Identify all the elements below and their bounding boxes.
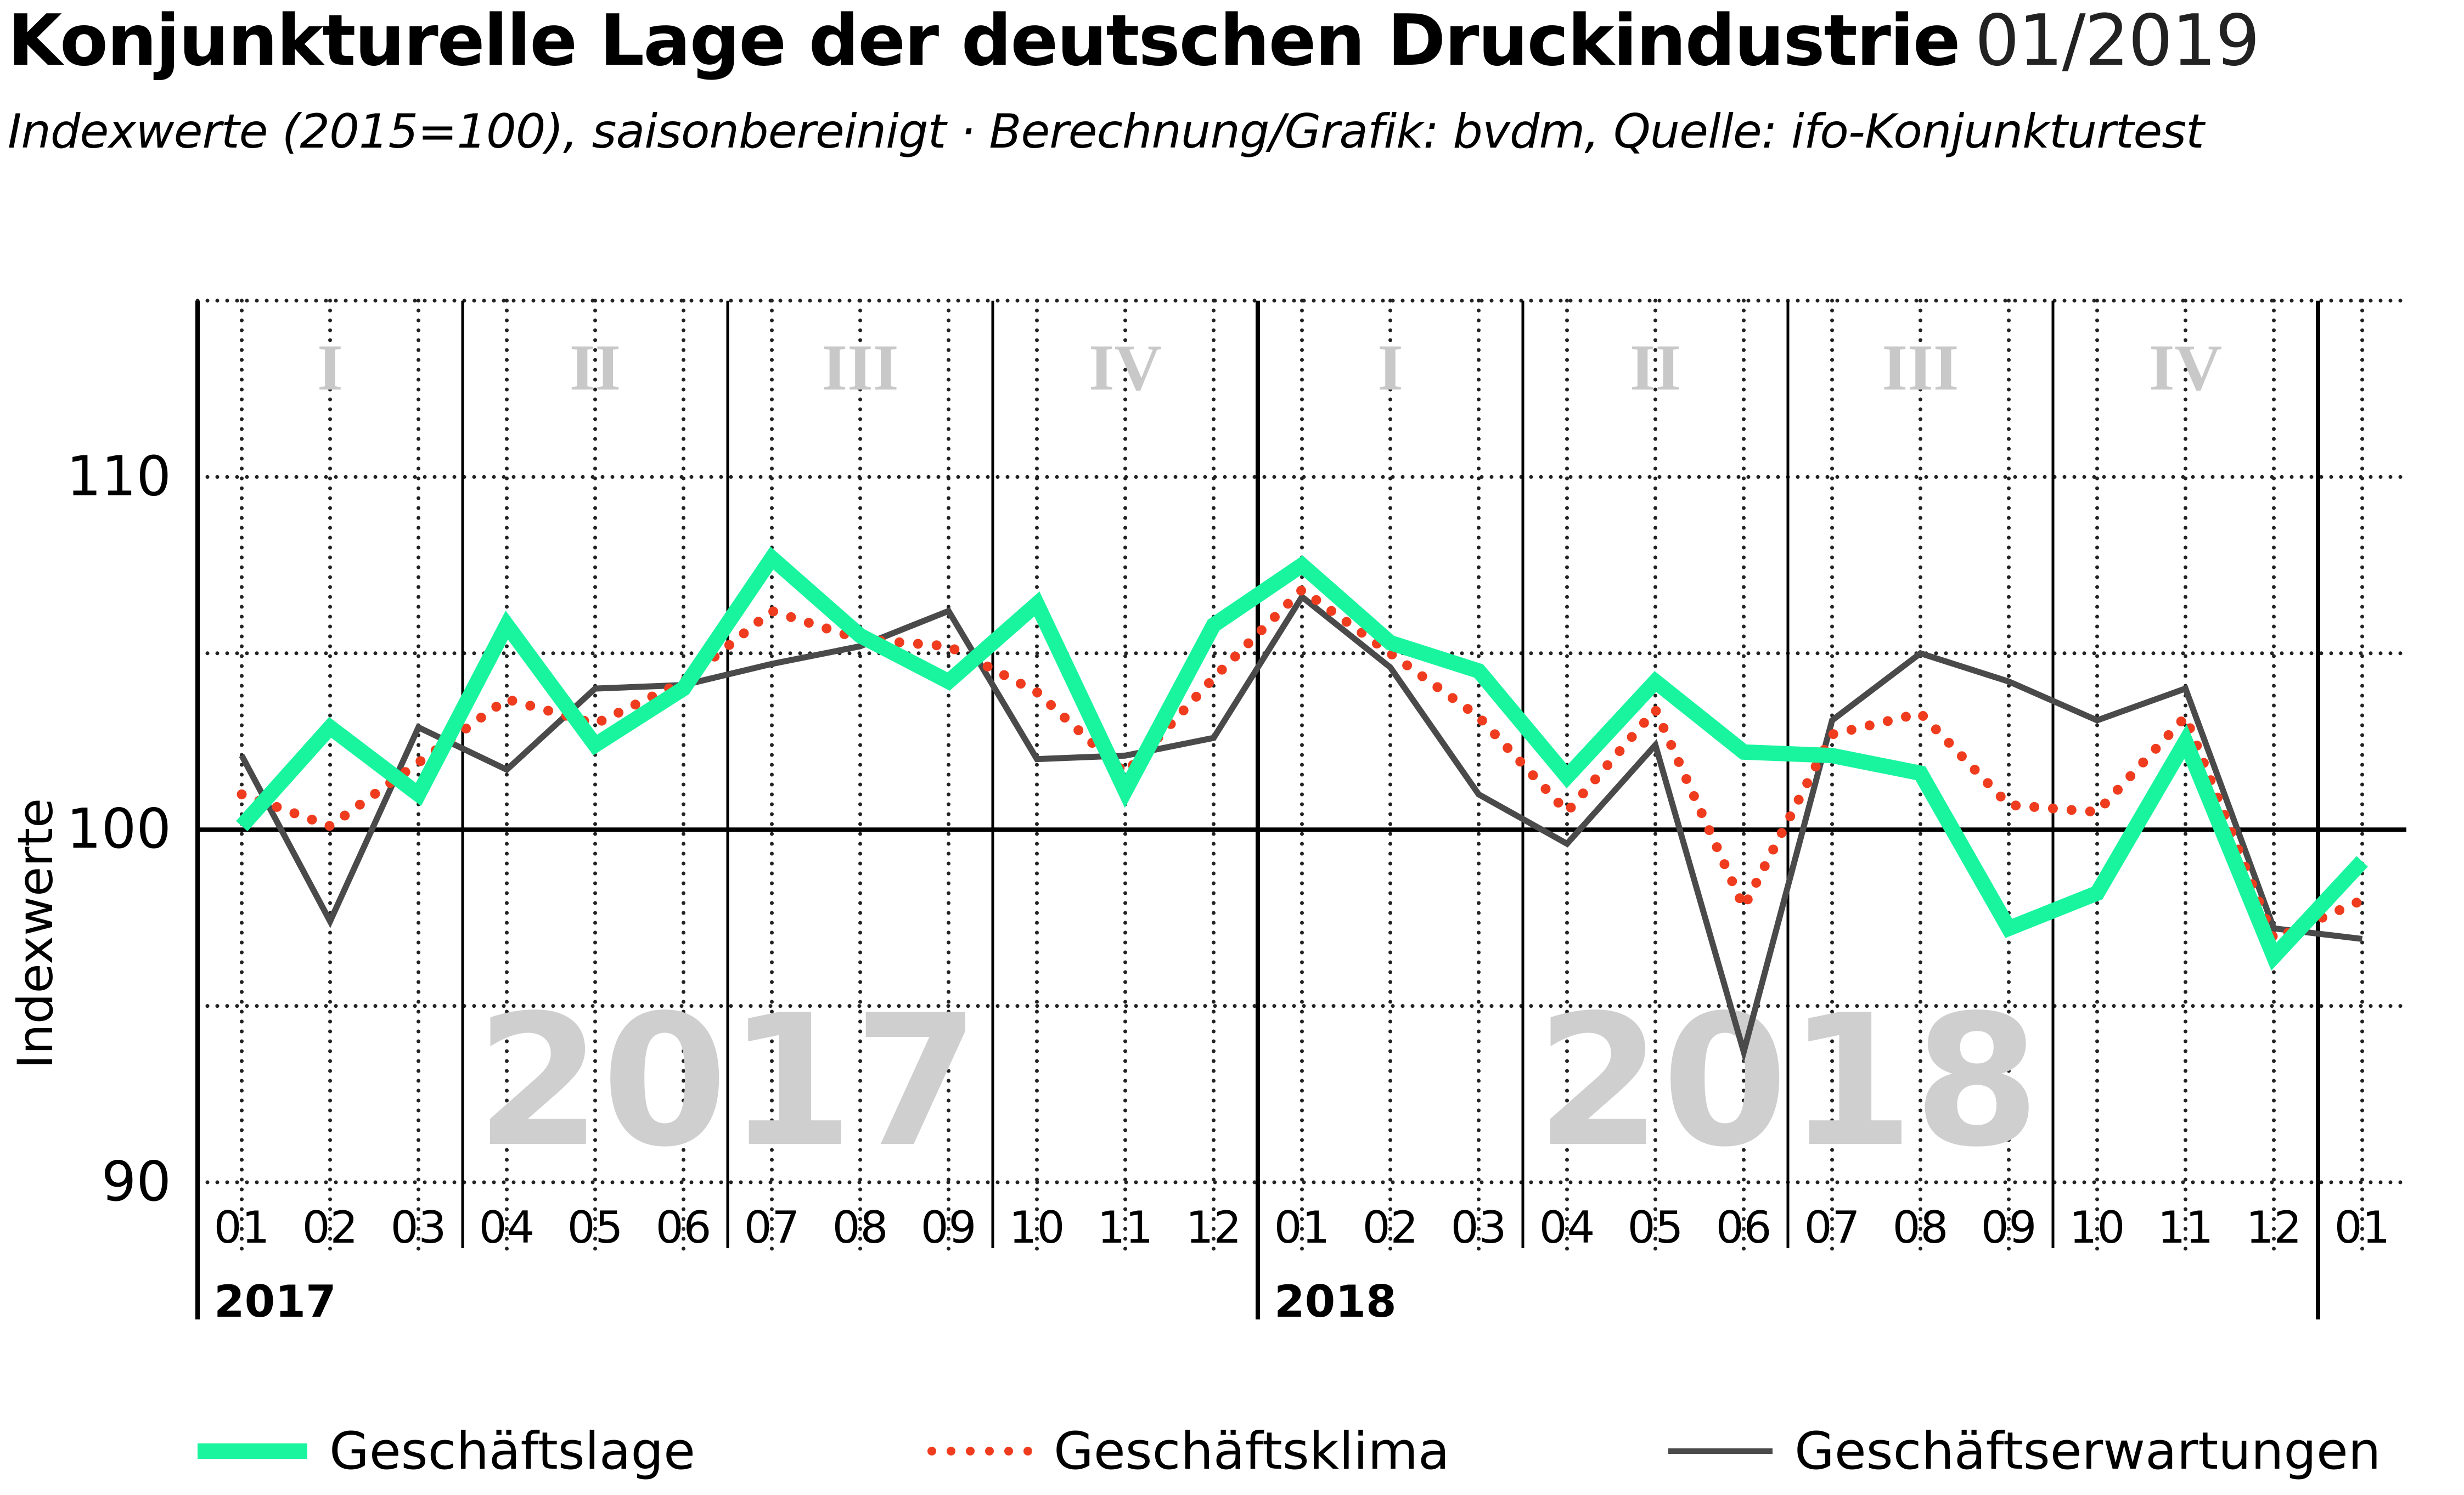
- year-watermark: 2018: [1536, 976, 2040, 1187]
- line-chart: 2017 2018 I II III IV I II III IV 90100110Indexw…: [7, 298, 2409, 1327]
- legend-label: Geschäftserwartungen: [1794, 1421, 2381, 1481]
- x-tick-label: 03: [391, 1202, 447, 1253]
- y-tick-label: 100: [66, 797, 171, 861]
- x-tick-label: 09: [1981, 1202, 2037, 1253]
- x-tick-label: 11: [2158, 1202, 2214, 1253]
- quarter-label: II: [1630, 331, 1681, 404]
- x-tick-label: 01: [214, 1202, 270, 1253]
- legend-label: Geschäftslage: [329, 1421, 695, 1481]
- quarter-label: III: [1882, 331, 1959, 404]
- x-tick-label: 12: [1186, 1202, 1242, 1253]
- x-tick-label: 10: [2069, 1202, 2125, 1253]
- x-tick-label: 01: [2334, 1202, 2390, 1253]
- year-watermarks: 2017 2018: [476, 976, 2040, 1187]
- x-tick-label: 06: [656, 1202, 712, 1253]
- quarter-label: I: [317, 331, 343, 404]
- legend-item-geschaeftslage: Geschäftslage: [198, 1421, 695, 1481]
- x-tick-label: 05: [567, 1202, 623, 1253]
- x-tick-label: 09: [921, 1202, 977, 1253]
- x-tick-label: 04: [479, 1202, 535, 1253]
- chart-subtitle: Indexwerte (2015=100), saisonbereinigt ·…: [8, 104, 2204, 159]
- legend-swatch-geschaeftsklima: [927, 1447, 1032, 1455]
- quarter-label: IV: [2149, 331, 2222, 404]
- x-tick-label: 02: [302, 1202, 358, 1253]
- y-axis-label: Indexwerte: [7, 798, 64, 1069]
- x-tick-label: 03: [1451, 1202, 1507, 1253]
- chart-title-row: Konjunkturelle Lage der deutschen Drucki…: [8, 0, 2260, 82]
- legend-label: Geschäftsklima: [1054, 1421, 1450, 1481]
- legend-swatch-geschaeftslage: [198, 1443, 307, 1459]
- x-tick-label: 01: [1274, 1202, 1330, 1253]
- x-tick-label: 11: [1098, 1202, 1154, 1253]
- x-tick-label: 08: [832, 1202, 888, 1253]
- x-tick-label: 04: [1539, 1202, 1595, 1253]
- x-tick-label: 07: [744, 1202, 800, 1253]
- x-tick-label: 12: [2246, 1202, 2302, 1253]
- chart-series: [236, 546, 2368, 1063]
- chart-title: Konjunkturelle Lage der deutschen Drucki…: [8, 0, 1961, 82]
- year-label: 2017: [214, 1276, 336, 1327]
- legend-item-geschaeftserwartungen: Geschäftserwartungen: [1668, 1421, 2381, 1481]
- series-line-geschaeftserwartungen: [239, 592, 2363, 1063]
- chart-grid: [195, 298, 2409, 1319]
- legend-swatch-geschaeftserwartungen: [1668, 1448, 1773, 1454]
- quarter-label: III: [822, 331, 898, 404]
- x-tick-label: 05: [1628, 1202, 1684, 1253]
- year-watermark: 2017: [476, 976, 980, 1187]
- series-line-geschaeftslage: [236, 546, 2368, 971]
- quarter-labels: I II III IV I II III IV: [317, 331, 2222, 404]
- y-tick-label: 110: [66, 444, 171, 508]
- quarter-label: I: [1377, 331, 1403, 404]
- series-line-geschaeftsklima: [237, 583, 2367, 946]
- quarter-label: IV: [1089, 331, 1162, 404]
- x-tick-label: 10: [1009, 1202, 1065, 1253]
- x-tick-label: 07: [1804, 1202, 1860, 1253]
- y-tick-label: 90: [102, 1149, 171, 1214]
- year-label: 2018: [1274, 1276, 1397, 1327]
- x-tick-label: 06: [1716, 1202, 1772, 1253]
- chart-legend: Geschäftslage Geschäftsklima Geschäftser…: [0, 1421, 2464, 1481]
- quarter-label: II: [570, 331, 621, 404]
- chart-date: 01/2019: [1974, 0, 2260, 82]
- x-tick-label: 08: [1893, 1202, 1949, 1253]
- chart-axes: 90 100 110 Indexwerte 01 02 03 04 05 06 07 08 09 10 11…: [7, 444, 2406, 1327]
- x-tick-label: 02: [1363, 1202, 1419, 1253]
- legend-item-geschaeftsklima: Geschäftsklima: [927, 1421, 1450, 1481]
